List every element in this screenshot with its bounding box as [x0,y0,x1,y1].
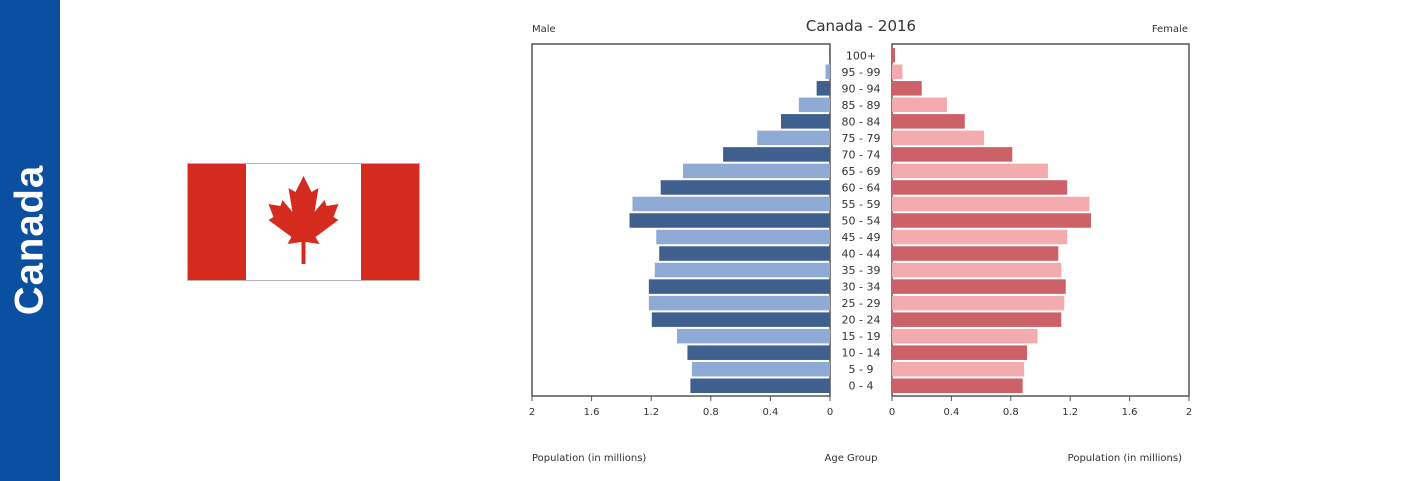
age-group-label: 0 - 4 [849,380,874,393]
female-bar-7579 [892,130,985,146]
x-tick-label-left: 1.2 [643,407,659,418]
female-bar-4549 [892,229,1068,245]
age-group-label: 90 - 94 [842,82,881,95]
age-group-label: 75 - 79 [842,132,881,145]
male-bar-5559 [632,196,830,212]
x-axis-label-left: Population (in millions) [532,453,646,464]
x-axis-label-center: Age Group [825,453,878,464]
female-bar-3034 [892,279,1066,294]
male-bar-9094 [816,81,830,96]
bars-group [629,48,1091,393]
axis-ticks: 2 1.6 1.2 0.8 0.4 0 0 0.4 0.8 1.2 1.6 2 [529,396,1192,418]
x-tick-label-right: 0.4 [943,407,959,418]
x-tick-label-left: 0.8 [703,407,719,418]
female-bar-4044 [892,246,1059,261]
male-bar-6064 [660,180,830,195]
age-group-label: 5 - 9 [849,363,874,376]
female-bar-3539 [892,262,1062,278]
male-bar-3539 [654,262,830,278]
female-bar-59 [892,361,1025,377]
male-bar-2024 [651,312,830,327]
male-bar-3034 [648,279,830,294]
male-bar-04 [690,378,830,393]
x-tick-label-left: 2 [529,407,535,418]
male-bar-8084 [780,114,830,129]
male-bar-4549 [656,229,830,245]
male-bar-7074 [723,147,830,162]
female-bar-6064 [892,180,1068,195]
age-group-labels: 0 - 4 5 - 9 10 - 14 15 - 19 20 - 24 25 - 29 30… [842,49,881,392]
age-group-label: 60 - 64 [842,181,881,194]
age-group-label: 10 - 14 [842,347,881,360]
age-group-label: 55 - 59 [842,198,881,211]
age-group-label: 15 - 19 [842,330,881,343]
age-group-label: 45 - 49 [842,231,881,244]
side-banner: Canada [0,0,60,481]
female-bar-8084 [892,114,965,129]
age-group-label: 50 - 54 [842,215,881,228]
x-tick-label-left: 0.4 [762,407,778,418]
male-bar-1014 [687,345,830,360]
male-bar-1519 [677,328,830,344]
male-bar-8589 [798,97,830,113]
flag-image [187,163,420,281]
flag-red-left [188,164,246,280]
female-bar-5559 [892,196,1090,212]
age-group-label: 85 - 89 [842,99,881,112]
female-bar-2529 [892,295,1065,311]
female-bar-9094 [892,81,922,96]
male-bar-5054 [629,213,830,228]
age-group-label: 80 - 84 [842,115,881,128]
country-title: Canada [7,164,52,316]
female-bar-9599 [892,64,903,80]
female-bar-04 [892,378,1023,393]
male-bar-59 [691,361,830,377]
female-bar-8589 [892,97,947,113]
population-pyramid-chart: Canada - 2016 Male Female 0 - 4 5 - 9 10 -… [529,17,1192,464]
female-bar-1519 [892,328,1038,344]
x-tick-label-right: 2 [1186,407,1192,418]
maple-leaf-icon [268,176,339,264]
female-bar-7074 [892,147,1013,162]
male-bar-7579 [757,130,830,146]
age-group-label: 65 - 69 [842,165,881,178]
x-tick-label-right: 1.6 [1122,407,1138,418]
age-group-label: 30 - 34 [842,281,881,294]
x-tick-label-right: 0 [889,407,895,418]
chart-title: Canada - 2016 [806,17,916,35]
age-group-label: 20 - 24 [842,314,881,327]
male-bar-9599 [825,64,830,80]
male-label: Male [532,24,556,35]
male-bar-6569 [682,163,830,179]
age-group-label: 40 - 44 [842,248,881,261]
age-group-label: 100+ [846,49,876,62]
male-bar-4044 [659,246,830,261]
female-bar-2024 [892,312,1062,327]
flag-red-right [361,164,419,280]
female-bar-100+ [892,48,895,63]
x-axis-label-right: Population (in millions) [1068,453,1182,464]
male-bar-100+ [829,48,830,63]
age-group-label: 95 - 99 [842,66,881,79]
x-tick-label-left: 1.6 [584,407,600,418]
female-bar-5054 [892,213,1091,228]
female-label: Female [1152,24,1188,35]
x-tick-label-right: 1.2 [1062,407,1078,418]
male-bar-2529 [648,295,830,311]
age-group-label: 25 - 29 [842,297,881,310]
female-bar-6569 [892,163,1048,179]
female-bar-1014 [892,345,1028,360]
x-tick-label-left: 0 [827,407,833,418]
age-group-label: 70 - 74 [842,148,881,161]
x-tick-label-right: 0.8 [1003,407,1019,418]
age-group-label: 35 - 39 [842,264,881,277]
